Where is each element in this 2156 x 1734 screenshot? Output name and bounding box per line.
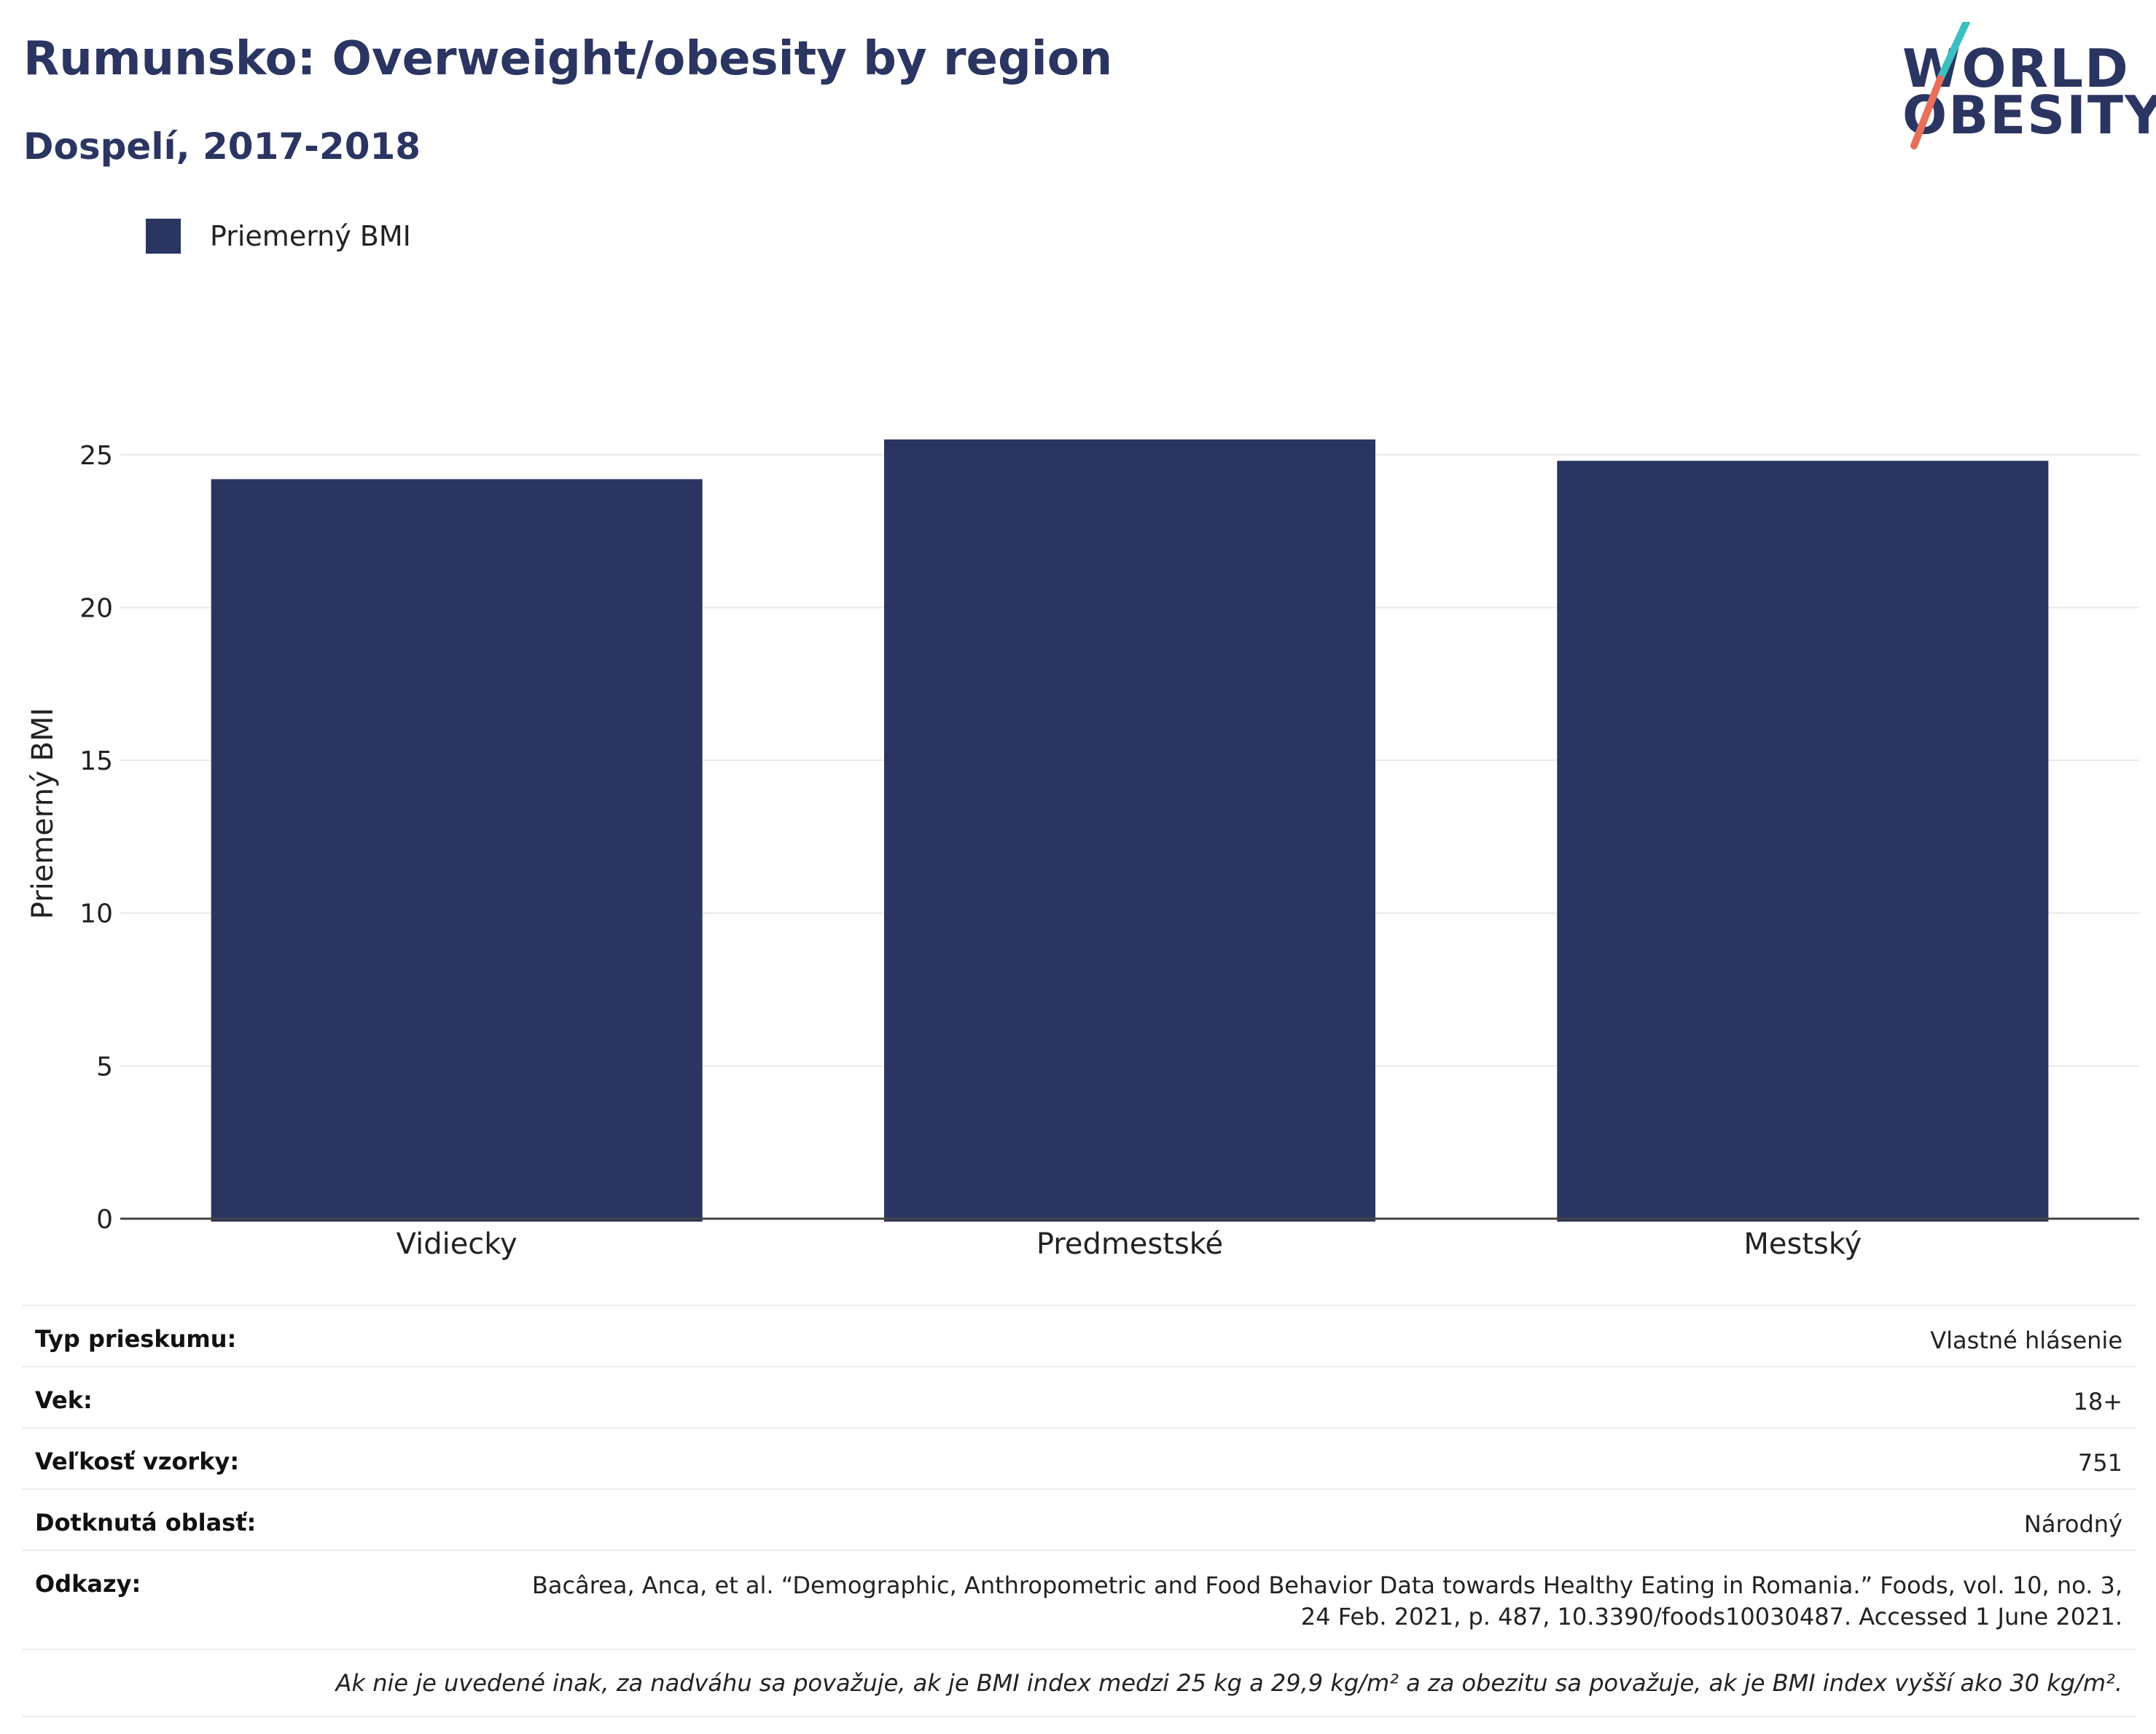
info-key: Typ prieskumu: bbox=[35, 1325, 237, 1353]
page-title: Rumunsko: Overweight/obesity by region bbox=[23, 32, 1113, 86]
references-value: Bacârea, Anca, et al. “Demographic, Anth… bbox=[532, 1570, 2122, 1633]
legend-swatch bbox=[146, 219, 181, 254]
info-value: 18+ bbox=[2073, 1388, 2122, 1415]
references-line-2: 24 Feb. 2021, p. 487, 10.3390/foods10030… bbox=[1300, 1603, 2122, 1631]
y-tick-label: 15 bbox=[79, 746, 113, 776]
info-row: Vek: 18+ bbox=[22, 1366, 2136, 1427]
logo-slash-icon bbox=[1910, 22, 1970, 149]
info-row: Veľkosť vzorky: 751 bbox=[22, 1427, 2136, 1488]
legend-label: Priemerný BMI bbox=[210, 220, 411, 252]
y-tick-label: 10 bbox=[79, 899, 113, 929]
info-value: Vlastné hlásenie bbox=[1930, 1327, 2122, 1354]
world-obesity-logo: WORLD OBESITY bbox=[1902, 22, 2156, 153]
info-table: Typ prieskumu: Vlastné hlásenie Vek: 18+ Veľ… bbox=[22, 1305, 2136, 1718]
y-tick-label: 20 bbox=[79, 593, 113, 623]
info-key: Veľkosť vzorky: bbox=[35, 1448, 240, 1475]
bar bbox=[211, 479, 703, 1222]
y-tick-label: 25 bbox=[79, 441, 113, 471]
chart-legend: Priemerný BMI bbox=[146, 219, 411, 254]
y-tick-label: 0 bbox=[96, 1205, 113, 1235]
references-line-1: Bacârea, Anca, et al. “Demographic, Anth… bbox=[531, 1571, 2122, 1599]
x-tick-label: Predmestské bbox=[1036, 1227, 1223, 1261]
info-key: Vek: bbox=[35, 1386, 93, 1414]
y-tick-label: 5 bbox=[96, 1052, 113, 1082]
y-axis-title: Priemerný BMI bbox=[26, 708, 60, 919]
logo-line2: OBESITY bbox=[1902, 85, 2156, 146]
info-key: Dotknutá oblasť: bbox=[35, 1509, 257, 1536]
x-tick-label: Vidiecky bbox=[397, 1227, 517, 1261]
definition-note: Ak nie je uvedené inak, za nadváhu sa po… bbox=[22, 1649, 2136, 1718]
info-value: 751 bbox=[2077, 1449, 2122, 1477]
x-tick-label: Mestský bbox=[1743, 1227, 1862, 1261]
references-row: Odkazy: Bacârea, Anca, et al. “Demograph… bbox=[22, 1550, 2136, 1649]
references-key: Odkazy: bbox=[35, 1570, 141, 1598]
info-row: Typ prieskumu: Vlastné hlásenie bbox=[22, 1305, 2136, 1366]
bar-chart: 0 5 10 15 20 25 Priemerný BMI Vidiecky Predmests… bbox=[26, 439, 2139, 1261]
page-subtitle: Dospelí, 2017-2018 bbox=[23, 125, 421, 168]
info-row: Dotknutá oblasť: Národný bbox=[22, 1488, 2136, 1550]
info-value: Národný bbox=[2023, 1510, 2122, 1538]
bar bbox=[883, 439, 1376, 1222]
bar bbox=[1557, 461, 2049, 1222]
